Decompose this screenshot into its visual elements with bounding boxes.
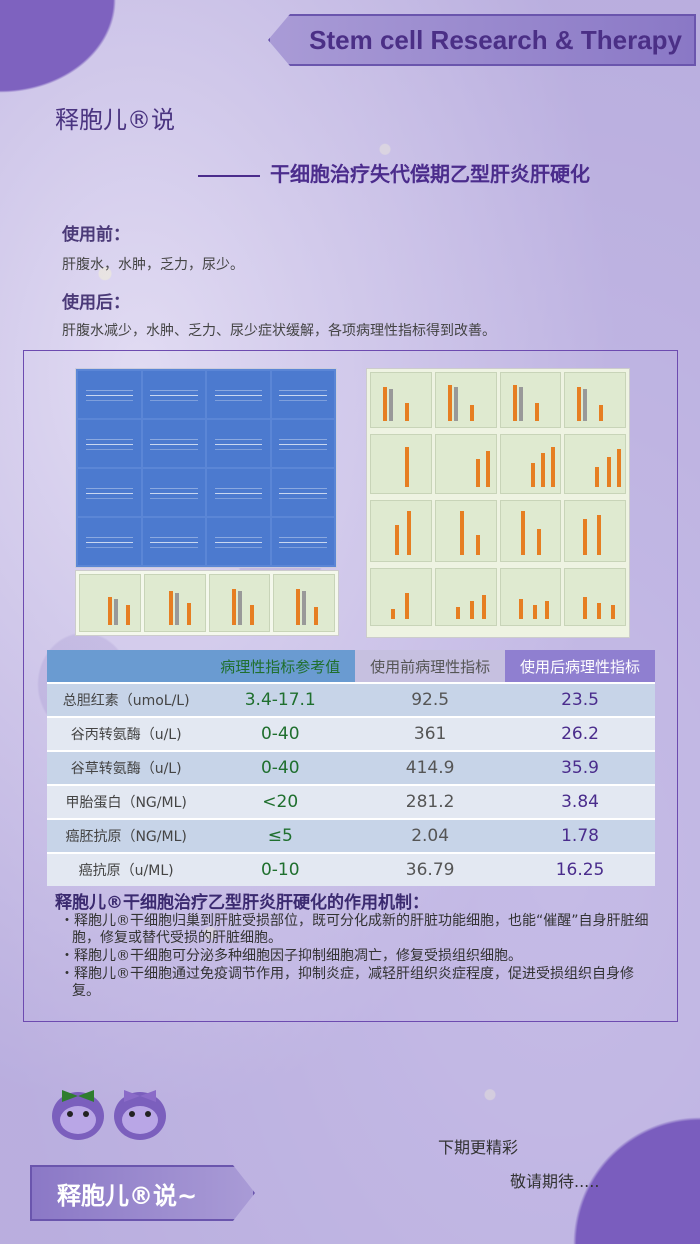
mini-line-chart: [78, 371, 141, 418]
before-value: 361: [355, 716, 506, 751]
mini-bar-chart: [273, 574, 335, 632]
mini-bar-chart: [499, 372, 562, 428]
reference-value: <20: [205, 784, 356, 819]
mini-bar-chart: [564, 372, 626, 428]
mini-line-chart: [78, 469, 141, 516]
after-value: 23.5: [505, 682, 655, 717]
mini-line-chart: [271, 518, 334, 565]
indicator-name: 谷丙转氨酶（u/L): [47, 716, 206, 751]
mini-bar-chart: [434, 372, 497, 428]
before-value: 281.2: [355, 784, 506, 819]
decor-corner-bottom-right: [470, 1014, 700, 1244]
after-value: 1.78: [505, 818, 655, 853]
footer-banner: 释胞儿®说~: [30, 1165, 255, 1221]
before-value: 414.9: [355, 750, 506, 785]
mini-bar-chart: [370, 500, 432, 562]
mini-bar-chart: [79, 574, 141, 632]
title-banner: Stem cell Research & Therapy: [268, 14, 696, 66]
mini-bar-chart: [499, 434, 562, 494]
table-row: 癌胚抗原（NG/ML) ≤5 2.04 1.78: [47, 818, 655, 853]
before-heading: 使用前：: [62, 225, 130, 245]
mechanism-point: ・释胞儿®干细胞通过免疫调节作用，抑制炎症，减轻肝组织炎症程度，促进受损组织自身…: [60, 966, 634, 999]
indicator-table: 病理性指标参考值 使用前病理性指标 使用后病理性指标 总胆红素（umoL/L) …: [47, 650, 655, 886]
subtitle-dash: [198, 174, 260, 177]
after-value: 26.2: [505, 716, 655, 751]
mini-line-chart: [142, 469, 205, 516]
after-heading: 使用后：: [62, 293, 130, 313]
subtitle-text: 干细胞治疗失代偿期乙型肝炎肝硬化: [270, 162, 590, 186]
reference-value: 3.4-17.1: [205, 682, 356, 717]
mini-line-chart: [78, 518, 141, 565]
after-text: 肝腹水减少，水肿、乏力、尿少症状缓解，各项病理性指标得到改善。: [62, 323, 496, 339]
reference-value: 0-40: [205, 750, 356, 785]
mini-bar-chart: [434, 500, 497, 562]
mini-line-chart: [78, 420, 141, 467]
before-value: 36.79: [355, 852, 506, 886]
page-subtitle: 干细胞治疗失代偿期乙型肝炎肝硬化: [198, 158, 590, 187]
mini-bar-chart: [564, 434, 626, 494]
mechanism-title: 释胞儿®干细胞治疗乙型肝炎肝硬化的作用机制：: [55, 893, 429, 913]
mini-bar-chart: [143, 574, 206, 632]
mini-bar-chart: [208, 574, 271, 632]
mini-line-chart: [142, 371, 205, 418]
mechanism-point: ・释胞儿®干细胞可分泌多种细胞因子抑制细胞凋亡，修复受损组织细胞。: [60, 948, 522, 964]
before-value: 2.04: [355, 818, 506, 853]
mechanism-list: ・释胞儿®干细胞归巢到肝脏受损部位，既可分化成新的肝脏功能细胞，也能“催醒”自身…: [58, 913, 658, 1001]
table-row: 谷草转氨酶（u/L) 0-40 414.9 35.9: [47, 750, 655, 785]
indicator-name: 癌抗原（u/ML): [47, 852, 206, 886]
mini-line-chart: [271, 371, 334, 418]
mini-bar-chart: [370, 372, 432, 428]
table-header-reference: 病理性指标参考值: [205, 650, 356, 683]
table-header-blank: [47, 650, 206, 683]
after-value: 35.9: [505, 750, 655, 785]
indicator-name: 癌胚抗原（NG/ML): [47, 818, 206, 853]
indicator-name: 甲胎蛋白（NG/ML): [47, 784, 206, 819]
table-row: 甲胎蛋白（NG/ML) <20 281.2 3.84: [47, 784, 655, 819]
mini-line-chart: [207, 371, 270, 418]
mascot-illustration: [52, 1090, 166, 1140]
indicator-name: 总胆红素（umoL/L): [47, 682, 206, 717]
mini-line-chart: [207, 518, 270, 565]
mini-line-chart: [142, 420, 205, 467]
table-header-after: 使用后病理性指标: [505, 650, 655, 683]
line-charts-image: [75, 368, 337, 568]
content-frame: [23, 350, 678, 1022]
after-value: 16.25: [505, 852, 655, 886]
bar-charts-image-small: [75, 570, 339, 636]
stay-tuned-text: 敬请期待.....: [510, 1172, 600, 1191]
after-value: 3.84: [505, 784, 655, 819]
mechanism-point: ・释胞儿®干细胞归巢到肝脏受损部位，既可分化成新的肝脏功能细胞，也能“催醒”自身…: [60, 913, 649, 946]
mini-bar-chart: [499, 568, 562, 626]
table-row: 癌抗原（u/ML) 0-10 36.79 16.25: [47, 852, 655, 886]
mini-line-chart: [142, 518, 205, 565]
indicator-name: 谷草转氨酶（u/L): [47, 750, 206, 785]
mini-line-chart: [271, 469, 334, 516]
mini-bar-chart: [434, 434, 497, 494]
before-value: 92.5: [355, 682, 506, 717]
table-row: 谷丙转氨酶（u/L) 0-40 361 26.2: [47, 716, 655, 751]
mini-bar-chart: [564, 500, 626, 562]
before-text: 肝腹水，水肿，乏力，尿少。: [62, 257, 244, 273]
mini-line-chart: [271, 420, 334, 467]
mini-bar-chart: [370, 434, 432, 494]
table-header-before: 使用前病理性指标: [355, 650, 506, 683]
reference-value: 0-40: [205, 716, 356, 751]
brand-heading: 释胞儿®说: [55, 106, 175, 134]
mini-bar-chart: [564, 568, 626, 626]
banner-title: Stem cell Research & Therapy: [309, 24, 682, 55]
mini-bar-chart: [434, 568, 497, 626]
mini-line-chart: [207, 469, 270, 516]
mini-line-chart: [207, 420, 270, 467]
decor-corner-top-left: [0, 0, 200, 160]
mini-bar-chart: [499, 500, 562, 562]
table-row: 总胆红素（umoL/L) 3.4-17.1 92.5 23.5: [47, 682, 655, 717]
reference-value: ≤5: [205, 818, 356, 853]
mini-bar-chart: [370, 568, 432, 626]
bar-charts-image-large: [366, 368, 630, 638]
reference-value: 0-10: [205, 852, 356, 886]
next-issue-text: 下期更精彩: [438, 1138, 519, 1157]
footer-banner-text: 释胞儿®说~: [57, 1181, 198, 1210]
